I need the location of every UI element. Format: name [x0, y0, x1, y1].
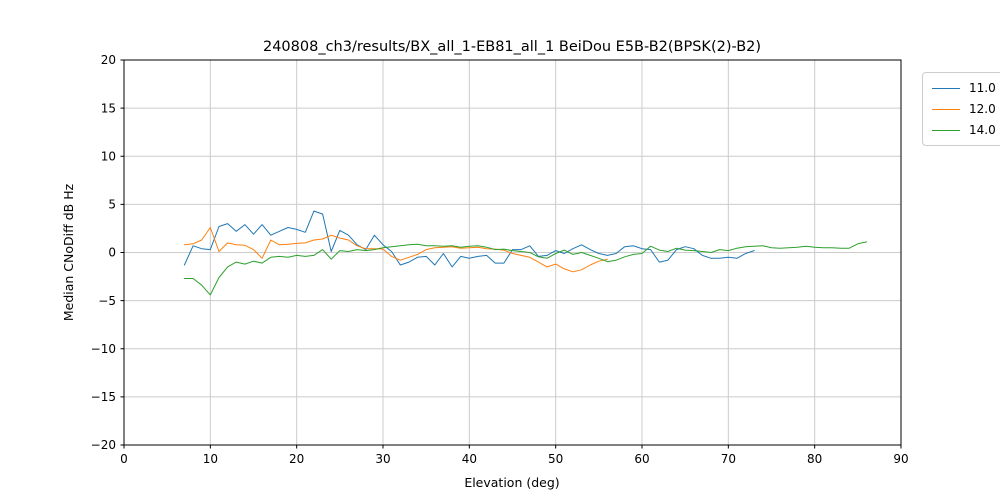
legend-row: 14.0	[932, 122, 1000, 138]
y-tick-label: 10	[101, 149, 116, 163]
grid-layer	[123, 59, 902, 446]
x-tick-label: 20	[289, 452, 304, 466]
legend-row: 11.0	[932, 80, 1000, 96]
series-line-11.0	[183, 210, 755, 268]
y-tick-label: 15	[101, 101, 116, 115]
x-tick-label: 60	[634, 452, 649, 466]
legend: 11.0 12.0 14.0	[922, 72, 1000, 146]
chart-title: 240808_ch3/results/BX_all_1-EB81_all_1 B…	[263, 39, 761, 55]
x-tick-label: 10	[203, 452, 218, 466]
series-line-14.0	[183, 241, 867, 296]
legend-line-swatch	[932, 108, 960, 110]
x-tick-label: 90	[893, 452, 908, 466]
series-line-12.0	[183, 227, 608, 273]
x-tick-label: 70	[721, 452, 736, 466]
x-tick-label: 0	[120, 452, 128, 466]
x-axis-label: Elevation (deg)	[464, 475, 559, 490]
y-tick-label: −5	[98, 294, 116, 308]
legend-label: 12.0	[969, 102, 996, 116]
legend-line-swatch	[932, 87, 960, 89]
y-tick-label: 5	[108, 198, 116, 212]
y-tick-label: −10	[91, 342, 116, 356]
legend-label: 11.0	[969, 81, 996, 95]
legend-line-swatch	[932, 129, 960, 131]
legend-row: 12.0	[932, 101, 1000, 117]
y-tick-label: 20	[101, 53, 116, 67]
x-tick-label: 40	[462, 452, 477, 466]
x-tick-label: 80	[807, 452, 822, 466]
y-axis-label: Median CNoDiff dB Hz	[61, 183, 76, 321]
x-tick-label: 50	[548, 452, 563, 466]
y-tick-label: −15	[91, 390, 116, 404]
series-layer	[183, 210, 867, 296]
x-tick-label: 30	[375, 452, 390, 466]
y-tick-label: −20	[91, 438, 116, 452]
axes-layer: 0 10 20 30 40 50 60 70 80 90 −20 −15 −10 −5 0 5 10 15 20	[91, 53, 909, 466]
legend-label: 14.0	[969, 123, 996, 137]
y-tick-label: 0	[108, 246, 116, 260]
